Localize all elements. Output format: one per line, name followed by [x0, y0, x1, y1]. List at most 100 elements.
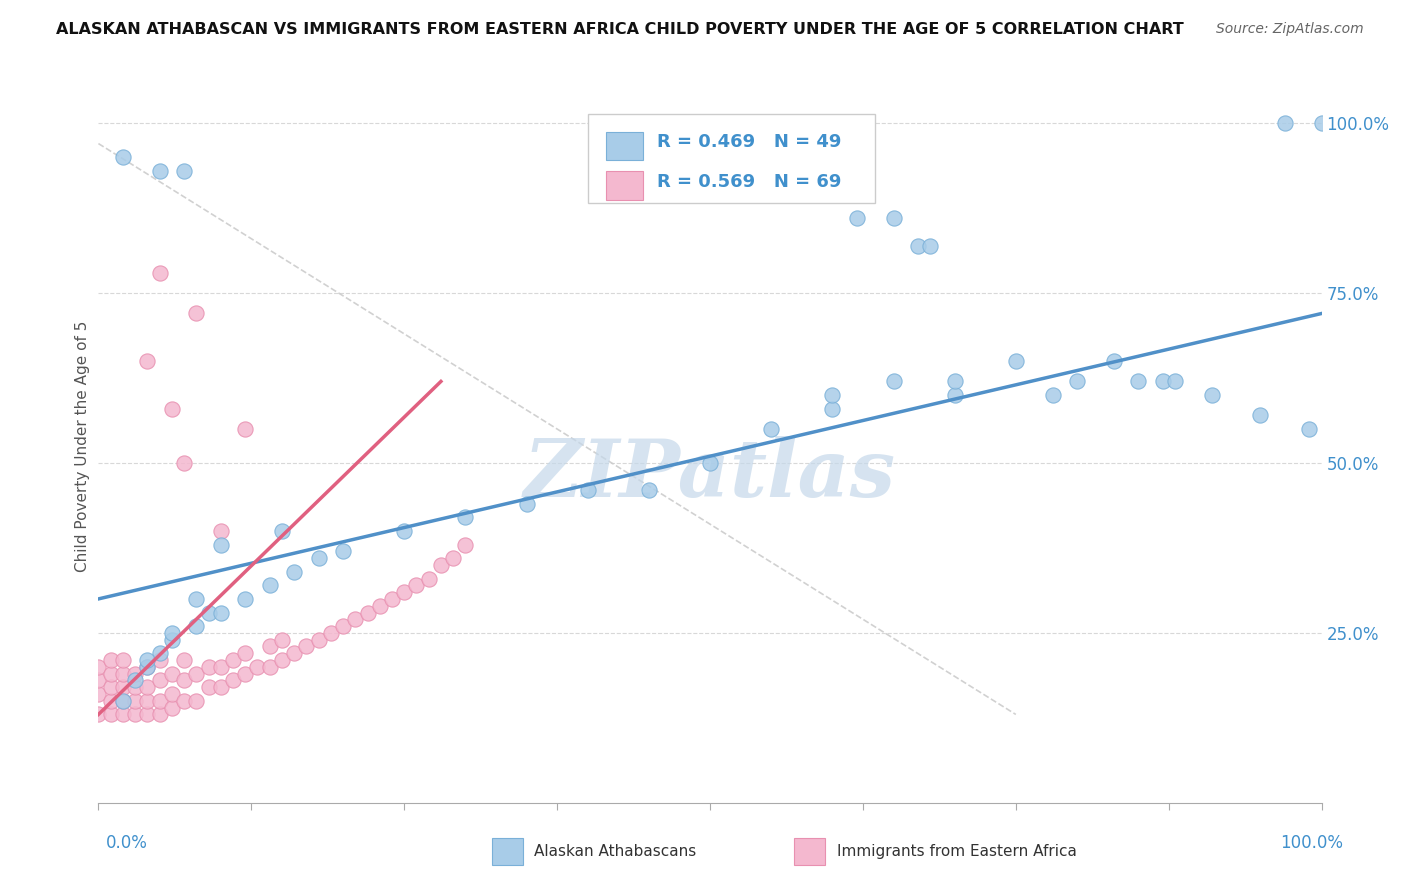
Point — [270, 524, 294, 538]
Point — [454, 537, 477, 551]
Point — [209, 660, 232, 674]
Point — [149, 653, 172, 667]
Point — [515, 497, 537, 511]
Point — [246, 660, 269, 674]
Point — [136, 694, 159, 708]
Point — [100, 653, 122, 667]
Point — [124, 694, 146, 708]
Point — [920, 238, 942, 252]
Text: Alaskan Athabascans: Alaskan Athabascans — [534, 845, 696, 859]
Point — [186, 666, 208, 681]
Point — [845, 211, 868, 226]
Point — [160, 401, 183, 416]
Point — [308, 551, 330, 566]
Point — [283, 646, 305, 660]
Point — [883, 375, 905, 389]
Point — [1128, 375, 1150, 389]
Point — [1102, 354, 1125, 368]
Point — [454, 510, 477, 524]
Point — [111, 150, 134, 164]
Point — [87, 687, 110, 701]
Point — [100, 707, 122, 722]
Point — [1066, 375, 1088, 389]
Point — [111, 653, 134, 667]
Text: Source: ZipAtlas.com: Source: ZipAtlas.com — [1216, 22, 1364, 37]
Point — [173, 653, 195, 667]
Point — [943, 388, 966, 402]
Point — [111, 694, 134, 708]
Text: ALASKAN ATHABASCAN VS IMMIGRANTS FROM EASTERN AFRICA CHILD POVERTY UNDER THE AGE: ALASKAN ATHABASCAN VS IMMIGRANTS FROM EA… — [56, 22, 1184, 37]
Point — [186, 694, 208, 708]
Point — [149, 694, 172, 708]
Point — [1249, 409, 1271, 423]
FancyBboxPatch shape — [606, 171, 643, 200]
Point — [233, 646, 256, 660]
Point — [111, 694, 134, 708]
Point — [149, 266, 172, 280]
Point — [124, 673, 146, 688]
Point — [368, 599, 391, 613]
Point — [392, 524, 416, 538]
Point — [907, 238, 929, 252]
Point — [356, 606, 378, 620]
Point — [259, 660, 281, 674]
Point — [233, 422, 256, 436]
Point — [332, 544, 354, 558]
Point — [149, 673, 172, 688]
Point — [1274, 116, 1296, 130]
Point — [430, 558, 453, 572]
Point — [124, 666, 146, 681]
Point — [233, 666, 256, 681]
Point — [283, 565, 305, 579]
Point — [87, 660, 110, 674]
Point — [222, 673, 245, 688]
Point — [209, 524, 232, 538]
Point — [186, 306, 208, 320]
Point — [699, 456, 721, 470]
Point — [149, 646, 172, 660]
Point — [111, 707, 134, 722]
Text: ZIPatlas: ZIPatlas — [524, 436, 896, 513]
Point — [160, 700, 183, 714]
Point — [186, 591, 208, 606]
Point — [197, 660, 219, 674]
Text: 100.0%: 100.0% — [1279, 834, 1343, 852]
Point — [308, 632, 330, 647]
Point — [259, 640, 281, 654]
Point — [173, 163, 195, 178]
Point — [160, 626, 183, 640]
Point — [1152, 375, 1174, 389]
Point — [173, 456, 195, 470]
Point — [381, 591, 404, 606]
Point — [173, 673, 195, 688]
Point — [418, 572, 440, 586]
Point — [136, 653, 159, 667]
Point — [270, 632, 294, 647]
Point — [821, 388, 844, 402]
Point — [173, 694, 195, 708]
Point — [136, 354, 159, 368]
Point — [392, 585, 416, 599]
Point — [1310, 116, 1333, 130]
Point — [405, 578, 427, 592]
Point — [149, 163, 172, 178]
Point — [319, 626, 342, 640]
Point — [233, 591, 256, 606]
Point — [100, 694, 122, 708]
Point — [1004, 354, 1026, 368]
Point — [1042, 388, 1064, 402]
Point — [111, 680, 134, 694]
Point — [186, 619, 208, 633]
Point — [149, 707, 172, 722]
Text: R = 0.469   N = 49: R = 0.469 N = 49 — [658, 134, 842, 152]
Point — [111, 666, 134, 681]
Point — [136, 680, 159, 694]
Point — [197, 680, 219, 694]
Text: R = 0.569   N = 69: R = 0.569 N = 69 — [658, 173, 842, 191]
Point — [1201, 388, 1223, 402]
Point — [295, 640, 318, 654]
Point — [197, 606, 219, 620]
FancyBboxPatch shape — [606, 132, 643, 161]
Point — [209, 606, 232, 620]
FancyBboxPatch shape — [588, 114, 875, 203]
